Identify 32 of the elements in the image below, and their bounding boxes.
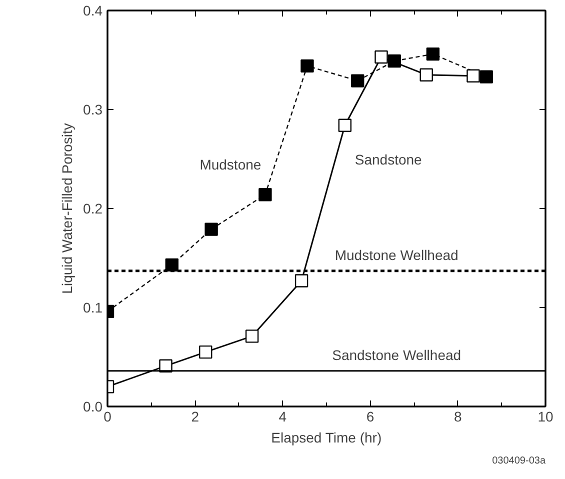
x-axis-title: Elapsed Time (hr) <box>271 430 382 446</box>
text: 030409-03a <box>492 456 546 466</box>
y-tick-label: 0.4 <box>83 2 103 18</box>
text: 0.0 <box>83 398 103 414</box>
y-tick-label: 0.2 <box>83 200 103 216</box>
point <box>245 330 259 343</box>
point <box>199 345 212 359</box>
x-tick-label: 6 <box>366 408 374 424</box>
y-tick-label: 0.3 <box>83 102 103 118</box>
ref-line-label: Sandstone Wellhead <box>332 346 462 363</box>
x-tick-label: 4 <box>278 408 287 424</box>
point <box>351 74 364 88</box>
point <box>420 68 433 82</box>
ref-line-label: Mudstone Wellhead <box>334 246 458 263</box>
point <box>165 258 178 272</box>
point <box>338 118 352 132</box>
x-tick-label: 0 <box>104 408 112 424</box>
point <box>300 59 314 73</box>
x-tick-label: 10 <box>538 408 554 424</box>
y-tick-label: 0.1 <box>83 300 103 316</box>
point <box>426 47 440 61</box>
point <box>294 274 308 288</box>
point <box>204 222 218 236</box>
x-tick-label: 2 <box>191 408 200 424</box>
point <box>258 188 272 202</box>
series-label: Mudstone <box>200 156 262 173</box>
series-label: Sandstone <box>354 151 422 168</box>
y-axis-title: Liquid Water-Filled Porosity <box>59 123 76 294</box>
point <box>466 69 480 82</box>
point <box>480 70 493 84</box>
x-tick-label: 8 <box>454 408 462 424</box>
point <box>374 50 388 64</box>
